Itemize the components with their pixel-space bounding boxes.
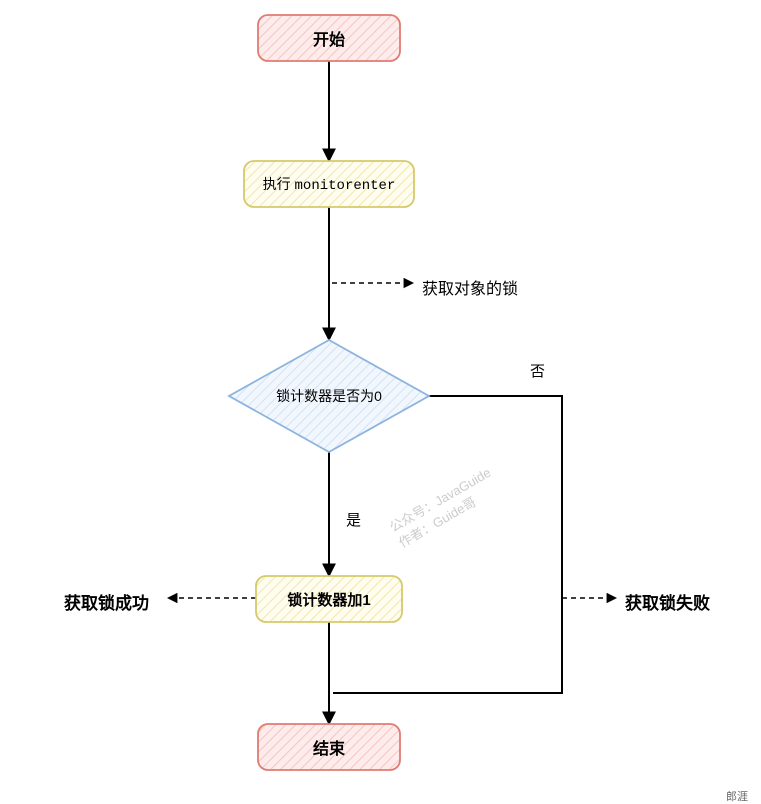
end-label: 结束: [313, 735, 345, 759]
corner-credit: 郎涯: [726, 788, 748, 804]
edge-label-d2: 获取锁成功: [64, 589, 149, 614]
end-node: 结束: [258, 724, 400, 770]
decision-label: 锁计数器是否为0: [276, 386, 382, 406]
increment-counter-node: 锁计数器加1: [256, 576, 402, 622]
edge-label-e5: 否: [530, 360, 545, 381]
start-node: 开始: [258, 15, 400, 61]
counter-zero-decision-node: 锁计数器是否为0: [229, 340, 429, 452]
edge-label-d1: 获取对象的锁: [422, 275, 518, 299]
exec-mono: monitorenter: [295, 178, 396, 194]
exec-prefix: 执行: [263, 176, 295, 192]
exec-label: 执行 monitorenter: [263, 174, 396, 194]
corner-credit-text: 郎涯: [726, 791, 748, 803]
edge-label-d3: 获取锁失败: [625, 589, 710, 614]
exec-monitorenter-node: 执行 monitorenter: [244, 161, 414, 207]
incr-label: 锁计数器加1: [287, 589, 370, 610]
start-label: 开始: [313, 26, 345, 50]
edge-label-e3: 是: [346, 509, 361, 530]
